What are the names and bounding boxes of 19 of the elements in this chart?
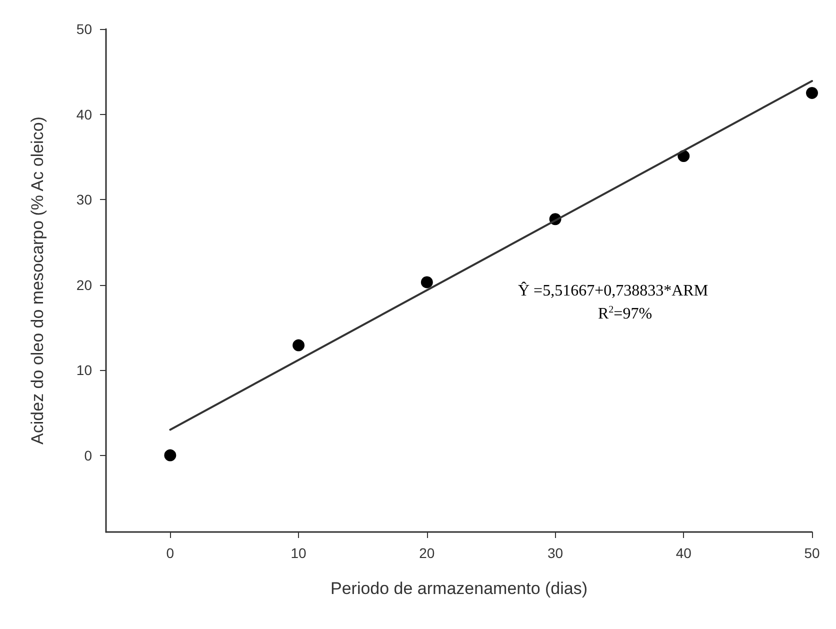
x-tick-label: 40 — [676, 545, 692, 561]
point — [420, 276, 433, 288]
annotation: Ŷ =5,51667+0,738833*ARM — [518, 282, 708, 300]
y-tick-label: 30 — [76, 192, 92, 208]
y-tick-label: 0 — [84, 447, 92, 464]
y-tick-label: 20 — [76, 276, 92, 293]
point — [164, 449, 176, 462]
x-tick-label: 10 — [290, 545, 307, 561]
x-tick-label: 50 — [804, 545, 820, 561]
y-tick-label: 40 — [76, 106, 92, 122]
y-tick-label: 50 — [76, 21, 92, 37]
point — [292, 339, 305, 352]
x-tick-label: 0 — [166, 545, 174, 561]
point — [806, 86, 818, 99]
x-tick-label: 30 — [547, 545, 564, 561]
x-axis-title: Periodo de armazenamento (dias) — [330, 579, 588, 598]
y-axis-title: Acidez do oleo do mesocarpo (% Ac oleico) — [28, 116, 47, 444]
y-tick-label: 10 — [76, 362, 92, 378]
x-tick-label: 20 — [419, 545, 435, 561]
